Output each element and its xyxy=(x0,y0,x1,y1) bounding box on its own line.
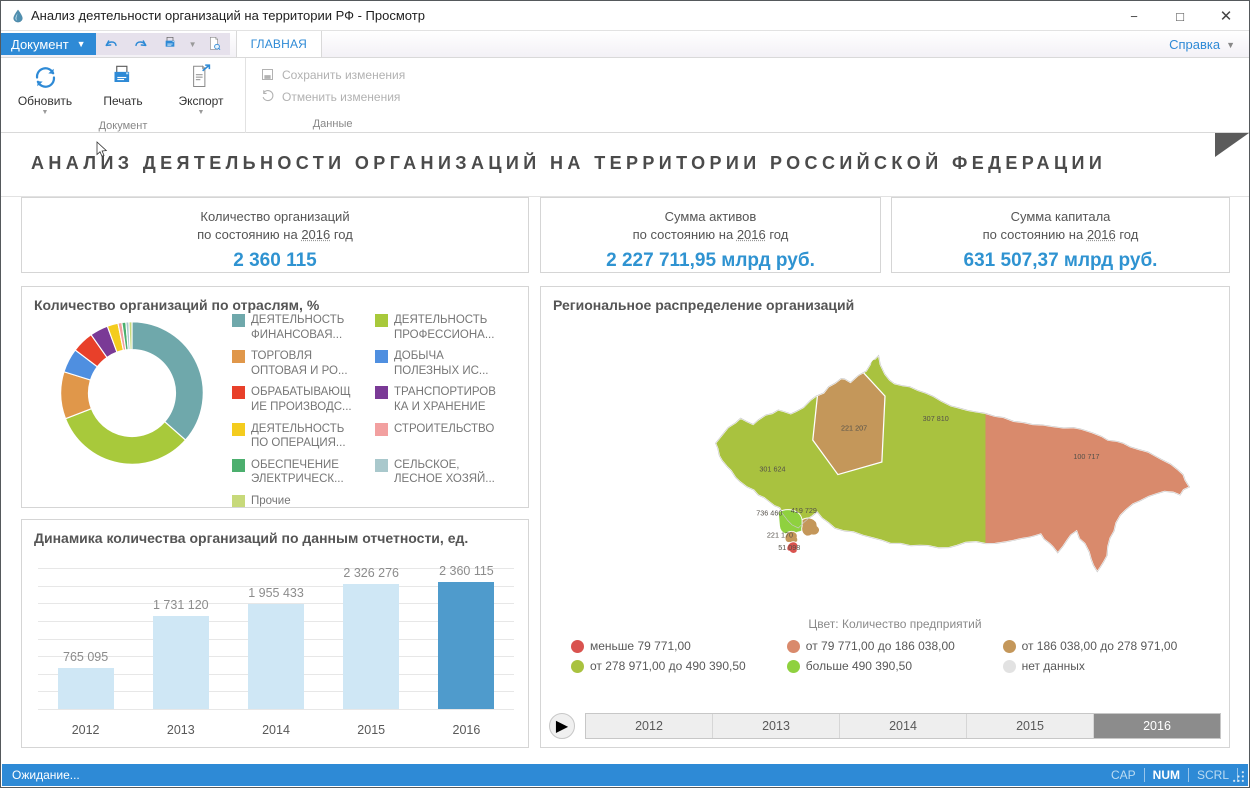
svg-text:221 170: 221 170 xyxy=(767,530,793,539)
svg-text:736 460: 736 460 xyxy=(756,508,782,517)
svg-text:221 207: 221 207 xyxy=(841,424,867,433)
svg-text:419 729: 419 729 xyxy=(791,506,817,515)
svg-text:51 098: 51 098 xyxy=(778,543,800,552)
svg-text:100 717: 100 717 xyxy=(1073,452,1099,461)
svg-text:307 810: 307 810 xyxy=(923,414,949,423)
svg-text:301 624: 301 624 xyxy=(759,464,785,473)
